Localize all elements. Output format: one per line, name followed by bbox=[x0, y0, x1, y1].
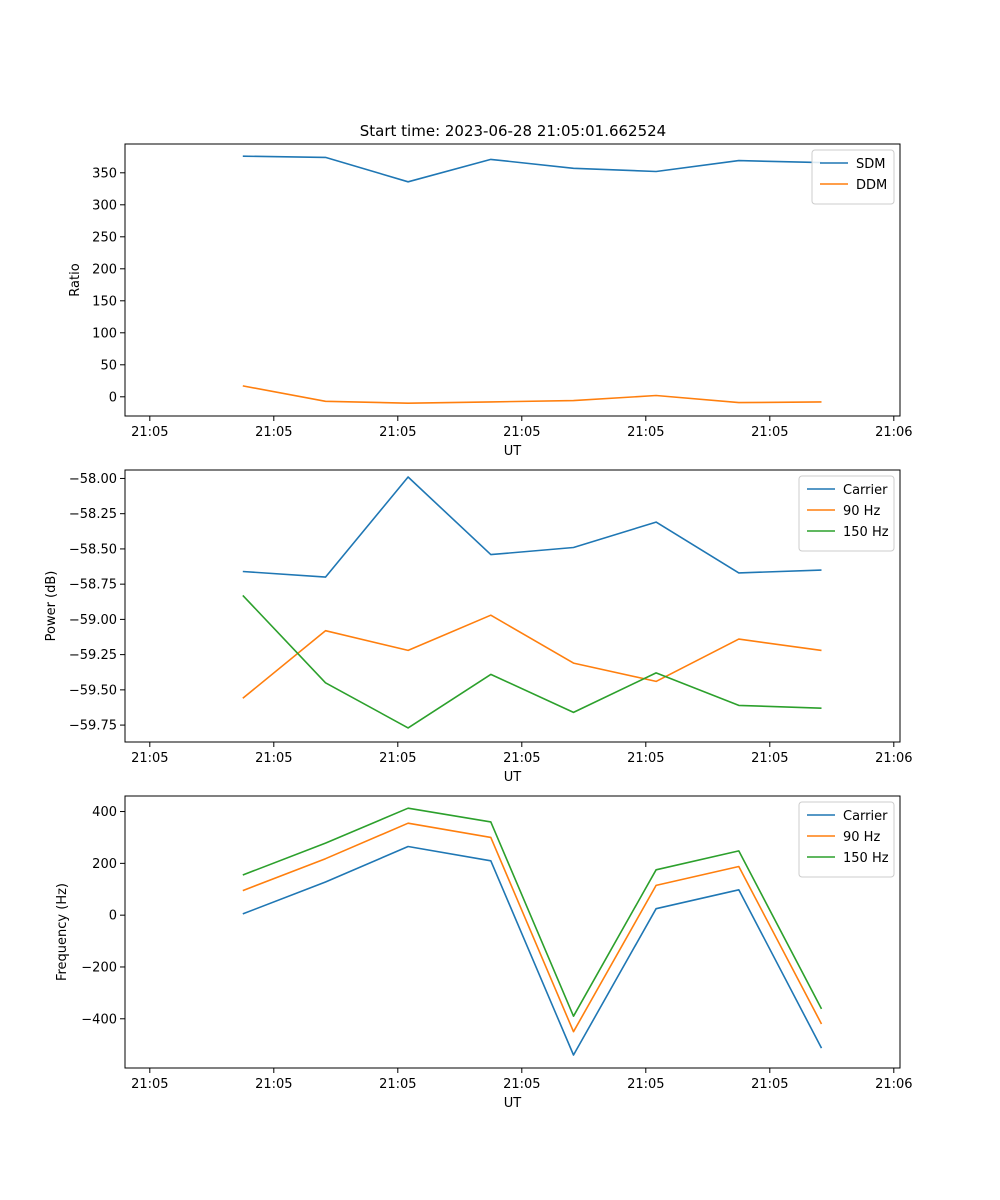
y-axis-label: Frequency (Hz) bbox=[55, 883, 70, 981]
legend: SDM DDM bbox=[811, 149, 895, 205]
x-tick-label: 21:05 bbox=[751, 425, 788, 440]
y-tick-label: −58.25 bbox=[69, 507, 117, 522]
x-tick-label: 21:05 bbox=[379, 751, 416, 766]
y-tick-label: 150 bbox=[92, 294, 117, 309]
legend-label: Carrier bbox=[843, 483, 888, 498]
x-tick-label: 21:05 bbox=[503, 751, 540, 766]
legend: Carrier 90 Hz 150 Hz bbox=[798, 801, 895, 878]
x-tick-label: 21:05 bbox=[751, 1077, 788, 1092]
y-axis-label: Ratio bbox=[68, 263, 83, 296]
y-tick-label: −400 bbox=[81, 1012, 117, 1027]
legend-label: 90 Hz bbox=[843, 830, 880, 845]
series-line-sdm bbox=[242, 155, 822, 183]
y-tick-label: −59.50 bbox=[69, 683, 117, 698]
y-tick-label: 400 bbox=[92, 805, 117, 820]
legend-label: 90 Hz bbox=[843, 504, 880, 519]
y-tick-label: 0 bbox=[109, 909, 117, 924]
x-tick-label: 21:05 bbox=[255, 751, 292, 766]
y-tick-label: −59.25 bbox=[69, 648, 117, 663]
x-tick-label: 21:05 bbox=[503, 425, 540, 440]
x-tick-label: 21:05 bbox=[255, 1077, 292, 1092]
subplot-3: 21:05 21:05 21:05 21:05 21:05 21:05 21:06 −400 −… bbox=[55, 795, 913, 1111]
x-tick-label: 21:05 bbox=[627, 425, 664, 440]
y-tick-label: 200 bbox=[92, 857, 117, 872]
axes-frame bbox=[124, 143, 901, 417]
x-tick-label: 21:05 bbox=[751, 751, 788, 766]
x-tick-label: 21:05 bbox=[255, 425, 292, 440]
x-tick-label: 21:05 bbox=[131, 1077, 168, 1092]
y-tick-label: −59.00 bbox=[69, 613, 117, 628]
y-tick-label: 100 bbox=[92, 326, 117, 341]
legend-label: 150 Hz bbox=[843, 525, 889, 540]
y-tick-label: −200 bbox=[81, 960, 117, 975]
x-tick-label: 21:05 bbox=[131, 751, 168, 766]
legend-label: SDM bbox=[856, 157, 885, 172]
x-tick-label: 21:06 bbox=[875, 425, 912, 440]
series-line-150-hz bbox=[242, 807, 823, 1018]
x-axis-label: UT bbox=[504, 1096, 522, 1111]
y-tick-label: 0 bbox=[109, 390, 117, 405]
y-tick-label: −58.75 bbox=[69, 578, 117, 593]
series-line-carrier bbox=[242, 845, 823, 1056]
x-tick-label: 21:05 bbox=[627, 751, 664, 766]
x-tick-label: 21:06 bbox=[875, 751, 912, 766]
y-tick-label: −58.50 bbox=[69, 542, 117, 557]
legend-label: Carrier bbox=[843, 809, 888, 824]
y-axis-label: Power (dB) bbox=[44, 571, 59, 642]
series-line-150-hz bbox=[242, 594, 822, 729]
series-line-90-hz bbox=[242, 822, 823, 1033]
legend-frame bbox=[798, 801, 895, 878]
legend-label: 150 Hz bbox=[843, 851, 889, 866]
x-tick-label: 21:05 bbox=[379, 1077, 416, 1092]
y-tick-label: 50 bbox=[100, 358, 117, 373]
y-tick-label: 350 bbox=[92, 166, 117, 181]
subplot-2: 21:05 21:05 21:05 21:05 21:05 21:05 21:06 −59.7… bbox=[44, 469, 913, 785]
axes-frame bbox=[124, 795, 901, 1069]
x-tick-label: 21:05 bbox=[131, 425, 168, 440]
subplots: 21:05 21:05 21:05 21:05 21:05 21:05 21:06 0 50 10… bbox=[44, 143, 913, 1111]
y-tick-label: −58.00 bbox=[69, 472, 117, 487]
legend-frame bbox=[798, 475, 895, 552]
y-tick-label: 200 bbox=[92, 262, 117, 277]
legend: Carrier 90 Hz 150 Hz bbox=[798, 475, 895, 552]
x-axis-label: UT bbox=[504, 770, 522, 785]
subplot-1: 21:05 21:05 21:05 21:05 21:05 21:05 21:06 0 50 10… bbox=[68, 143, 913, 459]
y-tick-label: −59.75 bbox=[69, 719, 117, 734]
axes-frame bbox=[124, 469, 901, 743]
legend-label: DDM bbox=[856, 178, 887, 193]
y-tick-label: 250 bbox=[92, 230, 117, 245]
y-tick-label: 300 bbox=[92, 198, 117, 213]
figure-title: Start time: 2023-06-28 21:05:01.662524 bbox=[360, 122, 666, 140]
x-tick-label: 21:05 bbox=[379, 425, 416, 440]
series-line-90-hz bbox=[242, 614, 822, 699]
series-line-carrier bbox=[242, 476, 822, 578]
x-tick-label: 21:05 bbox=[503, 1077, 540, 1092]
x-tick-label: 21:06 bbox=[875, 1077, 912, 1092]
x-axis-label: UT bbox=[504, 444, 522, 459]
series-line-ddm bbox=[242, 385, 822, 405]
x-tick-label: 21:05 bbox=[627, 1077, 664, 1092]
